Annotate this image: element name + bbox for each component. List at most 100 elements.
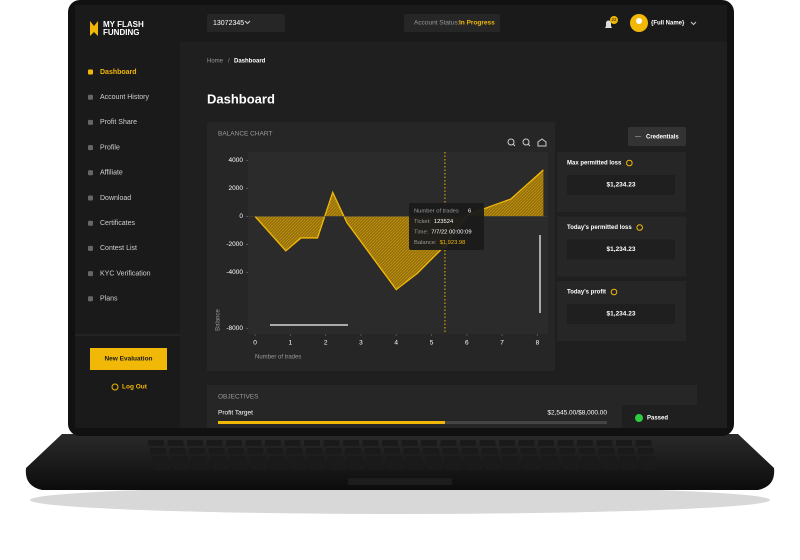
key: [343, 440, 359, 446]
key: [208, 448, 225, 454]
x-tick-label: 8: [536, 340, 540, 347]
key: [481, 448, 498, 454]
nav-item[interactable]: Account History: [100, 94, 150, 101]
key: [483, 456, 500, 462]
status-value: In Progress: [459, 20, 495, 27]
stat-label: Today's permitted loss: [567, 225, 632, 231]
key: [583, 464, 599, 470]
key: [518, 440, 535, 446]
nav-icon: [88, 245, 93, 251]
logout[interactable]: Log Out: [122, 384, 148, 391]
key: [563, 464, 580, 470]
nav-item[interactable]: Certificates: [100, 220, 136, 227]
key: [557, 440, 574, 446]
key: [538, 440, 554, 446]
trackpad: [348, 478, 452, 485]
key: [602, 464, 619, 470]
key: [362, 440, 379, 446]
x-tick-label: 5: [430, 340, 434, 347]
nav-item[interactable]: Download: [100, 195, 131, 202]
balance-area: [255, 169, 544, 290]
key: [366, 456, 383, 462]
balance-chart: 4000 2000 0 -2000 -4000 -8000 0 1 2 3 4 5 6 7 8 Number …: [216, 152, 548, 361]
key: [290, 464, 307, 470]
logo-text: FUNDING: [103, 28, 139, 37]
key: [265, 440, 281, 446]
y-axis-label: Balance: [216, 308, 222, 330]
key: [503, 456, 519, 462]
key: [232, 464, 248, 470]
key: [405, 456, 422, 462]
logo-mark: [90, 21, 98, 36]
key: [520, 448, 537, 454]
tooltip-label: Time:: [414, 230, 429, 236]
bell-icon[interactable]: [605, 20, 612, 29]
key: [544, 464, 560, 470]
nav-item[interactable]: Profit Share: [100, 119, 137, 126]
nav-item[interactable]: Contest List: [100, 245, 137, 252]
key: [310, 464, 326, 470]
key: [577, 440, 593, 446]
key: [210, 456, 227, 462]
info-icon: [610, 288, 618, 296]
nav-item[interactable]: Affiliate: [100, 170, 123, 177]
key: [618, 448, 634, 454]
key: [187, 440, 203, 446]
key: [501, 448, 517, 454]
key: [169, 448, 186, 454]
x-tick-label: 2: [324, 340, 328, 347]
credentials-button[interactable]: [628, 127, 686, 146]
chart-tools[interactable]: [507, 138, 547, 147]
key: [423, 448, 439, 454]
shadow: [30, 486, 770, 514]
key: [206, 440, 223, 446]
chevron: [244, 20, 251, 25]
progress-fill: [218, 421, 445, 424]
nav-item[interactable]: Plans: [100, 296, 118, 303]
breadcrumb-home[interactable]: Home: [207, 59, 224, 65]
nav-icon: [88, 296, 93, 302]
key: [288, 456, 305, 462]
y-tick-label: 2000: [229, 185, 244, 192]
key: [286, 448, 303, 454]
key: [154, 464, 170, 470]
button-label: New Evaluation: [104, 356, 152, 363]
credentials-icon: ⋯: [635, 135, 641, 141]
key: [148, 440, 164, 446]
key: [349, 464, 365, 470]
nav-item[interactable]: Profile: [100, 144, 120, 151]
key: [230, 456, 246, 462]
account-select[interactable]: [207, 14, 285, 32]
objective-status: Passed: [647, 416, 668, 422]
nav-icon: [88, 220, 93, 226]
key: [485, 464, 502, 470]
y-tick-label: -2000: [226, 241, 243, 248]
y-tick-label: -8000: [226, 325, 243, 332]
key: [522, 456, 539, 462]
key: [579, 448, 595, 454]
objectives-card: [207, 385, 697, 428]
key: [284, 440, 301, 446]
nav-icon: [88, 170, 93, 176]
nav-item[interactable]: Dashboard: [100, 69, 137, 76]
avatar-head: [636, 18, 642, 24]
nav-item[interactable]: KYC Verification: [100, 270, 151, 277]
key: [446, 464, 463, 470]
info-icon: [636, 224, 643, 231]
stat-value: $1,234.23: [607, 182, 636, 189]
x-tick-label: 4: [394, 340, 398, 347]
key: [325, 448, 342, 454]
key: [479, 440, 496, 446]
x-tick-label: 6: [465, 340, 469, 347]
key: [171, 456, 188, 462]
key: [193, 464, 209, 470]
user-name[interactable]: {Full Name}: [651, 21, 685, 27]
key: [329, 464, 346, 470]
key: [401, 440, 418, 446]
key: [267, 448, 283, 454]
key: [345, 448, 361, 454]
key: [327, 456, 344, 462]
new-evaluation-button[interactable]: [90, 348, 167, 370]
nav-icon: [88, 145, 93, 151]
